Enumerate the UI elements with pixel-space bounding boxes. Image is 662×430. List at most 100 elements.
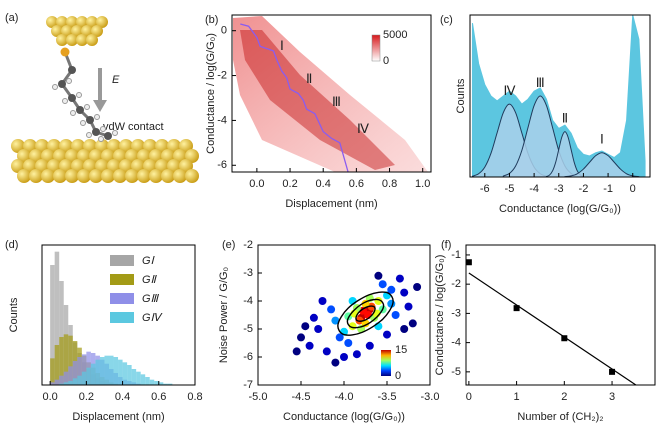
axes-frame	[469, 14, 651, 178]
contour	[337, 291, 394, 336]
y-axis-label: Conductance / log(G/G₀)	[434, 255, 446, 376]
data-point	[344, 339, 353, 347]
peak-label: Ⅳ	[503, 83, 515, 98]
colorbar-label: 15	[395, 344, 407, 356]
panel-label: (f)	[441, 239, 451, 251]
fit-line	[468, 272, 637, 386]
gold-atom	[86, 16, 98, 28]
data-point	[391, 311, 400, 319]
hydrogen	[94, 114, 100, 120]
x-tick-label: 0.2	[79, 391, 94, 403]
gold-atom	[29, 169, 43, 183]
state-label: Ⅲ	[332, 94, 341, 109]
gold-atom	[149, 169, 163, 183]
x-tick-label: 0.6	[151, 391, 166, 403]
data-point	[335, 333, 344, 342]
hist-bar	[54, 379, 60, 385]
x-tick-label: 0.0	[42, 391, 57, 403]
y-tick-label: -3	[451, 307, 461, 319]
hydrogen	[66, 78, 72, 84]
x-tick-label: 0.4	[115, 391, 130, 403]
peak-label: Ⅰ	[600, 132, 604, 147]
y-axis-label: Counts	[455, 78, 467, 113]
gold-atom	[51, 25, 63, 37]
axes-frame	[465, 244, 656, 386]
x-axis-label: Displacement (nm)	[285, 198, 377, 210]
gold-atom	[66, 16, 78, 28]
data-point	[609, 368, 616, 375]
gold-atom	[65, 169, 79, 183]
legend-label: GⅡ	[142, 274, 158, 286]
field-arrow-head	[93, 100, 107, 112]
data-point	[365, 341, 374, 350]
y-axis-label: Noise Power / G/G₀	[218, 267, 230, 363]
x-tick-label: 0.8	[187, 391, 202, 403]
legend-label: GⅣ	[142, 312, 164, 324]
axes-frame	[257, 244, 431, 386]
hist-bar	[63, 334, 69, 385]
trace-line	[240, 23, 349, 173]
hydrogen	[84, 104, 90, 110]
hist-bar	[136, 371, 141, 385]
data-point	[292, 347, 301, 356]
gold-atom	[125, 169, 139, 183]
x-tick-label: -4.0	[335, 391, 354, 403]
hydrogen	[52, 84, 58, 90]
hist-bar	[50, 358, 55, 385]
data-point	[297, 333, 305, 342]
hist-bar	[127, 365, 132, 385]
x-tick-label: -2	[579, 183, 589, 195]
data-point	[309, 313, 318, 322]
hist-bar	[63, 371, 69, 385]
data-point	[340, 353, 348, 361]
gaussian-fit	[564, 152, 640, 178]
gold-atom	[86, 34, 98, 46]
hist-bar	[158, 382, 164, 385]
x-tick-label: 0.0	[249, 178, 264, 190]
data-point	[305, 341, 314, 350]
x-tick-label: -1	[603, 183, 613, 195]
colorbar-label: 0	[383, 55, 389, 67]
molecule-atom	[86, 116, 94, 124]
y-tick-label: -2	[451, 278, 461, 290]
gold-atom	[61, 25, 73, 37]
x-tick-label: 0	[630, 183, 636, 195]
hist-bar	[68, 381, 73, 385]
gold-atom	[137, 169, 151, 183]
gold-atom	[91, 25, 103, 37]
data-point	[331, 358, 340, 367]
data-point	[465, 259, 472, 266]
contour	[355, 305, 376, 322]
data-point	[387, 285, 396, 294]
x-axis-label: Number of (CH₂)₂	[517, 411, 603, 423]
hist-bar	[149, 379, 155, 385]
hist-bar	[86, 367, 91, 385]
axes-frame	[231, 14, 432, 173]
hist-bar	[122, 362, 128, 385]
gold-atom	[46, 16, 58, 28]
x-tick-label: -5	[505, 183, 515, 195]
hydrogen	[70, 110, 76, 116]
y-tick-label: -7	[243, 379, 253, 391]
hist-bar	[104, 355, 109, 385]
gold-atom	[81, 25, 93, 37]
x-tick-label: 0	[466, 391, 472, 403]
x-axis-label: Displacement (nm)	[72, 411, 164, 423]
contour	[346, 298, 385, 329]
gold-atom	[77, 169, 91, 183]
gold-atom	[17, 169, 31, 183]
state-label: Ⅰ	[280, 38, 284, 53]
gold-atom	[56, 16, 68, 28]
gold-atom	[161, 169, 175, 183]
x-tick-label: -4.5	[292, 391, 311, 403]
data-point	[383, 330, 391, 339]
data-point	[301, 322, 310, 331]
x-tick-label: 0.4	[316, 178, 331, 190]
hist-bar	[81, 354, 87, 385]
axes-frame	[41, 244, 196, 386]
gold-atom	[185, 169, 199, 183]
hist-bar	[59, 375, 64, 385]
hist-bar	[68, 366, 73, 385]
y-tick-label: -6	[243, 351, 253, 363]
